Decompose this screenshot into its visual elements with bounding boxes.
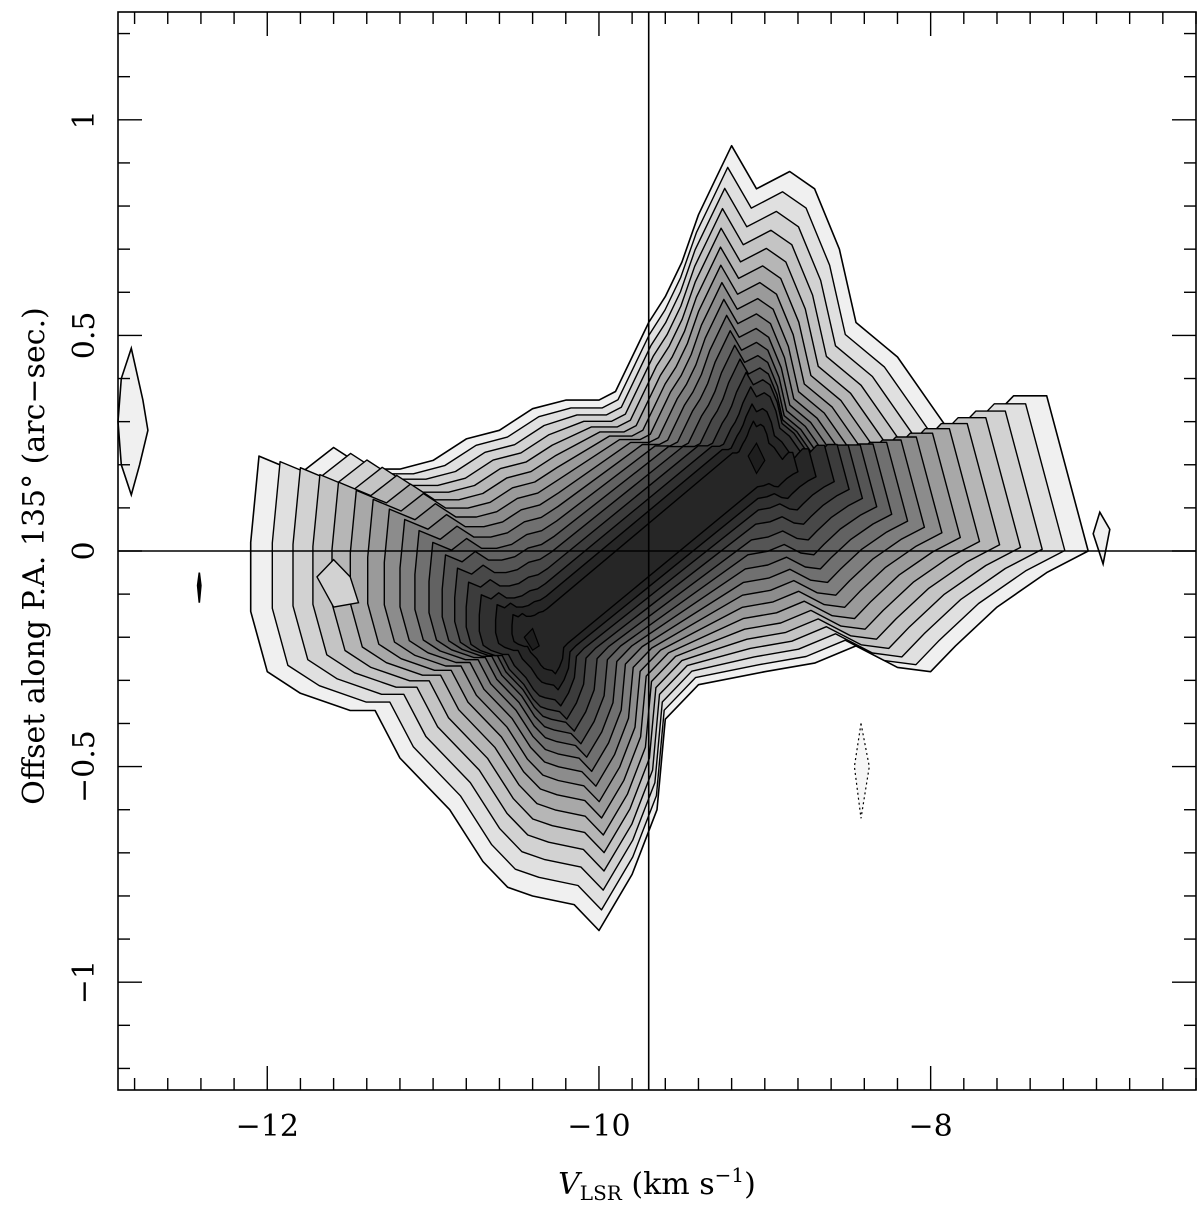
y-tick-label: 1 (67, 110, 102, 129)
x-tick-label: −12 (236, 1109, 299, 1144)
y-tick-label: −1 (67, 960, 102, 1004)
peak-core-lower (523, 627, 540, 652)
y-tick-label: 0.5 (67, 312, 102, 360)
axis-tick-labels: −12 −10 −8 −1 −0.5 0 0.5 1 (67, 110, 953, 1144)
x-axis-label: VLSR (km s−1) (558, 1163, 756, 1205)
contour-layer (117, 144, 1111, 932)
y-tick-label: 0 (67, 541, 102, 560)
x-tick-label: −8 (909, 1109, 953, 1144)
peak-core-upper (747, 441, 766, 475)
contour-negative-blob (853, 723, 870, 819)
contour-blob-small (196, 572, 202, 603)
contour-left-lobe (316, 558, 360, 608)
y-axis-label: Offset along P.A. 135° (arc−sec.) (17, 307, 52, 805)
crosshair-layer (118, 12, 1196, 1090)
contour-blob-left (117, 345, 149, 498)
x-tick-label: −10 (567, 1109, 630, 1144)
axis-ticks (118, 12, 1197, 1090)
y-tick-label: −0.5 (67, 730, 102, 803)
contour-blob-right (1092, 510, 1111, 568)
contour-level-17 (511, 420, 799, 675)
